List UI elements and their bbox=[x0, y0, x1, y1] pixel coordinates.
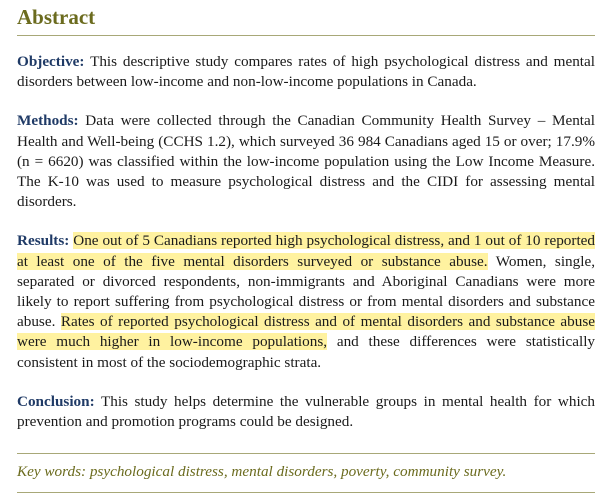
conclusion-label: Conclusion: bbox=[17, 392, 95, 410]
results-middle-text: Women, single, separated or divorced res… bbox=[17, 252, 595, 331]
methods-paragraph: Methods: Data were collected through the… bbox=[17, 111, 595, 212]
results-paragraph: Results: One out of 5 Canadians reported… bbox=[17, 231, 595, 372]
abstract-heading: Abstract bbox=[17, 5, 96, 29]
methods-label: Methods: bbox=[17, 112, 79, 130]
objective-text: This descriptive study compares rates of… bbox=[17, 53, 595, 91]
conclusion-text: This study helps determine the vulnerabl… bbox=[17, 392, 595, 431]
heading-divider bbox=[17, 35, 595, 36]
objective-paragraph: Objective: This descriptive study compar… bbox=[17, 52, 595, 92]
keywords-top-divider bbox=[17, 453, 595, 455]
results-label: Results: bbox=[17, 232, 70, 250]
keywords-line: Key words: psychological distress, menta… bbox=[17, 463, 507, 481]
methods-text: Data were collected through the Canadian… bbox=[17, 112, 595, 211]
conclusion-paragraph: Conclusion: This study helps determine t… bbox=[17, 392, 595, 432]
results-end-text: and these differ­ences were statisticall… bbox=[17, 333, 596, 371]
abstract-section: Abstract Objective: This descriptive stu… bbox=[17, 0, 595, 493]
objective-label: Objective: bbox=[17, 53, 85, 70]
